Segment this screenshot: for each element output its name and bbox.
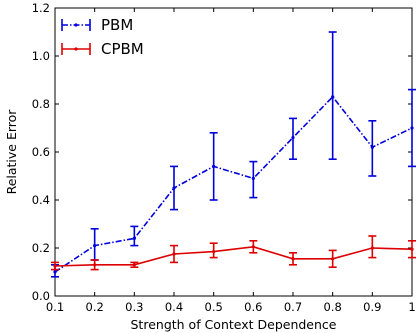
x-tick-label: 0.5 [205, 300, 223, 314]
x-tick-label: 1 [408, 300, 415, 314]
y-tick-label: 0.6 [32, 145, 50, 159]
cpbm-series [51, 235, 416, 271]
cpbm-legend-label: CPBM [101, 40, 144, 58]
pbm-point [291, 136, 295, 140]
x-tick-label: 0.7 [284, 300, 302, 314]
cpbm-point [370, 246, 374, 250]
legend: PBM CPBM [61, 16, 144, 58]
pbm-point [53, 270, 57, 274]
x-tick-label: 0.8 [324, 300, 342, 314]
x-tick-label: 0.2 [86, 300, 104, 314]
x-tick-label: 0.9 [363, 300, 381, 314]
y-tick-label: 0.2 [32, 241, 50, 255]
x-tick-label: 0.4 [165, 300, 183, 314]
x-tick-label: 0.3 [125, 300, 143, 314]
cpbm-point [331, 257, 335, 261]
cpbm-point [93, 263, 97, 267]
cpbm-legend-marker [74, 47, 78, 51]
pbm-point [212, 164, 216, 168]
axis-ticks: 0.1 0.2 0.3 0.4 0.5 0.6 0.7 0.8 0.9 1 0.0 0.2 0.4 0.6… [32, 1, 416, 314]
y-tick-label: 0.4 [32, 193, 50, 207]
series-layer [51, 31, 416, 278]
y-axis-label: Relative Error [4, 109, 19, 195]
y-tick-label: 0.0 [32, 289, 50, 303]
x-axis-label: Strength of Context Dependence [131, 317, 337, 332]
pbm-point [370, 145, 374, 149]
cpbm-line [54, 245, 413, 267]
cpbm-point [212, 250, 216, 254]
pbm-point [251, 176, 255, 180]
cpbm-point [251, 245, 255, 249]
pbm-point [132, 236, 136, 240]
pbm-point [331, 95, 335, 99]
pbm-point [172, 186, 176, 190]
pbm-point [93, 244, 97, 248]
y-tick-label: 0.8 [32, 97, 50, 111]
x-tick-label: 0.1 [46, 300, 64, 314]
cpbm-point [53, 264, 57, 268]
cpbm-point [172, 252, 176, 256]
pbm-line [54, 95, 413, 273]
y-tick-label: 1.2 [32, 1, 50, 15]
cpbm-point [132, 263, 136, 267]
cpbm-point [410, 247, 414, 251]
x-tick-label: 0.6 [244, 300, 262, 314]
pbm-legend-label: PBM [101, 16, 133, 34]
cpbm-point [291, 257, 295, 261]
pbm-point [410, 126, 414, 130]
y-tick-label: 1.0 [32, 49, 50, 63]
pbm-legend-marker [74, 23, 78, 27]
pbm-series [51, 31, 416, 278]
